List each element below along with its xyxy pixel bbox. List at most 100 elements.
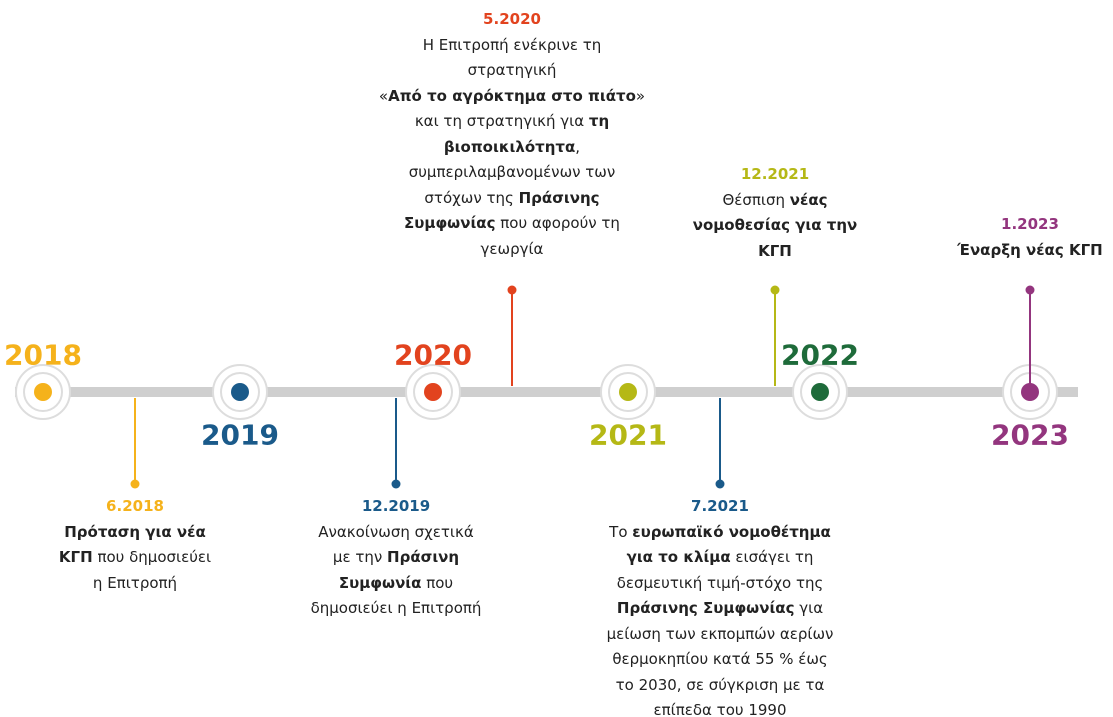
year-dot [619,383,637,401]
event-line: η Επιτροπή [59,571,211,597]
event-line: Πρόταση για νέα [59,520,211,546]
event-text-segment: νέας [789,190,828,209]
event-text: 6.2018 Πρόταση για νέα ΚΓΠ που δημοσιεύει η… [59,494,211,596]
year-label: 2021 [589,418,667,452]
event-text-segment: « [378,86,389,105]
event-dot [715,479,725,489]
event-line: ΚΓΠ [693,239,858,265]
event-line: Συμφωνίας που αφορούν τη [379,211,645,237]
event-text-segment: Συμφωνίας [404,214,496,232]
event-text-segment: που αφορούν τη [495,214,620,232]
event-text-segment: στόχων της [424,188,519,207]
event-line: στόχων της Πράσινης [379,186,645,212]
event-date: 1.2023 [1001,215,1059,233]
event-line: Ανακοίνωση σχετικά [311,520,482,546]
event-text-segment: για [794,599,824,617]
event-text: 12.2021 Θέσπιση νέας νομοθεσίας για την ΚΓΠ [693,162,858,264]
event-text-segment: μείωση των εκπομπών αερίων [606,624,834,643]
year-label: 2022 [781,338,859,372]
event-date: 6.2018 [106,497,164,515]
event-text: 12.2019 Ανακοίνωση σχετικά με την Πράσινη Σ… [311,494,482,622]
event-text-segment: νομοθεσίας για την [692,216,858,234]
event-text-segment: Από το αγρόκτημα στο πιάτο [388,86,636,105]
event-line: Πράσινης Συμφωνίας για [607,596,834,622]
event-dot [391,479,401,489]
year-dot [34,383,52,401]
event-text-segment: δεσμευτική τιμή-στόχο της [616,573,824,592]
event-date: 5.2020 [483,10,541,28]
event-text-segment: Πρόταση για νέα [64,522,206,541]
event-text-segment: Πράσινης [518,188,600,207]
event-text-segment: Θέσπιση [722,190,790,209]
year-label: 2018 [4,338,82,372]
event-line: δημοσιεύει η Επιτροπή [311,596,482,622]
event-line: ΚΓΠ που δημοσιεύει [59,545,211,571]
event-line: Το ευρωπαϊκό νομοθέτημα [607,520,834,546]
event-text-segment: που δημοσιεύει [92,548,212,566]
year-label: 2023 [991,418,1069,452]
event-dot [770,285,780,295]
year-label: 2019 [201,418,279,452]
event-text-segment: Έναρξη νέας ΚΓΠ [957,240,1103,259]
event-line: επίπεδα του 1990 [607,698,834,717]
year-dot [811,383,829,401]
event-line: νομοθεσίας για την [693,213,858,239]
event-line: θερμοκηπίου κατά 55 % έως [607,647,834,673]
event-text-segment: τη [588,112,610,130]
event-dot [507,285,517,295]
event-line: μείωση των εκπομπών αερίων [607,622,834,648]
event-text: 7.2021 Το ευρωπαϊκό νομοθέτημα για το κλίμ… [607,494,834,717]
event-text-segment: Πράσινης Συμφωνίας [616,599,795,617]
event-text: 1.2023 Έναρξη νέας ΚΓΠ [957,212,1102,263]
event-line: γεωργία [379,237,645,263]
event-text-segment: βιοποικιλότητα [443,137,576,156]
event-date: 12.2021 [740,165,810,183]
event-text: 5.2020 Η Επιτροπή ενέκρινε τη στρατηγική «Α… [379,7,645,262]
event-line: Θέσπιση νέας [693,188,858,214]
event-text-segment: Ανακοίνωση σχετικά [318,522,474,541]
event-line: «Από το αγρόκτημα στο πιάτο» [379,84,645,110]
event-text-segment: και τη στρατηγική για [414,112,589,130]
event-line: δεσμευτική τιμή-στόχο της [607,571,834,597]
event-text-segment: δημοσιεύει η Επιτροπή [310,599,482,617]
event-line: Συμφωνία που [311,571,482,597]
event-text-segment: συμπεριλαμβανομένων των [408,163,616,181]
event-text-segment: το 2030, σε σύγκριση με τα [615,675,825,694]
event-line: Έναρξη νέας ΚΓΠ [957,238,1102,264]
event-line: Η Επιτροπή ενέκρινε τη [379,33,645,59]
event-text-segment: , [575,137,581,156]
event-text-segment: για το κλίμα [626,548,731,566]
event-text-segment: εισάγει τη [730,548,814,566]
event-text-segment: Πράσινη [387,548,460,566]
event-text-segment: Συμφωνία [338,573,422,592]
event-line: με την Πράσινη [311,545,482,571]
event-dot [1025,285,1035,295]
event-text-segment: θερμοκηπίου κατά 55 % έως [612,650,828,668]
event-text-segment: ΚΓΠ [58,548,93,566]
event-text-segment: στρατηγική [467,61,557,79]
event-text-segment: Το [609,522,633,541]
event-line: βιοποικιλότητα, [379,135,645,161]
event-line: για το κλίμα εισάγει τη [607,545,834,571]
event-line: στρατηγική [379,58,645,84]
event-line: το 2030, σε σύγκριση με τα [607,673,834,699]
timeline-bar [15,387,1078,397]
year-dot [231,383,249,401]
event-date: 7.2021 [691,497,749,515]
event-text-segment: επίπεδα του 1990 [653,701,787,717]
event-dot [130,479,140,489]
year-dot [424,383,442,401]
event-text-segment: που [421,573,454,592]
event-text-segment: ευρωπαϊκό νομοθέτημα [632,522,831,541]
event-text-segment: γεωργία [480,239,544,258]
event-text-segment: Η Επιτροπή ενέκρινε τη [422,35,602,54]
year-label: 2020 [394,338,472,372]
event-line: και τη στρατηγική για τη [379,109,645,135]
event-text-segment: η Επιτροπή [92,573,178,592]
event-text-segment: ΚΓΠ [758,241,792,260]
year-dot [1021,383,1039,401]
event-line: συμπεριλαμβανομένων των [379,160,645,186]
event-text-segment: με την [332,548,388,566]
